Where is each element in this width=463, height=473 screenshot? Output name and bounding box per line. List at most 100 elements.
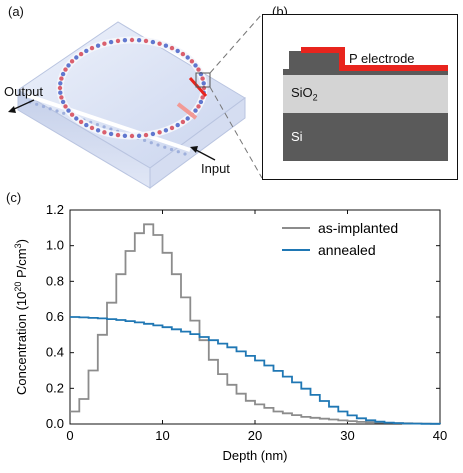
bus-mode-lobe xyxy=(102,125,106,129)
panel-c-label: (c) xyxy=(6,190,22,205)
ring-mode-lobe xyxy=(60,99,66,105)
ring-mode-lobe xyxy=(74,116,79,121)
ring-mode-lobe xyxy=(185,116,190,121)
x-axis-label: Depth (nm) xyxy=(222,448,287,463)
ring-mode-lobe xyxy=(108,39,114,45)
output-label: Output xyxy=(4,84,44,99)
x-tick-label: 10 xyxy=(155,428,169,443)
ring-mode-lobe xyxy=(189,59,195,64)
bus-mode-lobe xyxy=(163,145,167,149)
ring-mode-lobe xyxy=(163,43,169,48)
ring-mode-pattern xyxy=(57,37,207,139)
ring-mode-lobe xyxy=(59,76,64,81)
input-label: Input xyxy=(201,161,230,176)
ring-mode-lobe xyxy=(108,131,114,137)
bus-mode-lobe xyxy=(95,123,99,127)
series-line-as-implanted xyxy=(70,223,440,425)
ring-mode-lobe xyxy=(74,55,79,60)
bus-mode-lobe xyxy=(109,127,113,131)
ring-mode-lobe xyxy=(122,133,128,138)
ring-mode-lobe xyxy=(102,41,107,46)
bus-mode-lobe xyxy=(35,102,39,106)
ring-mode-lobe xyxy=(196,67,201,72)
chip-side-face xyxy=(149,97,246,189)
p-electrode-label: P electrode xyxy=(349,51,415,66)
y-tick-label: 0.2 xyxy=(46,380,64,395)
ring-mode-lobe xyxy=(200,95,205,100)
x-tick-label: 20 xyxy=(248,428,262,443)
ring-mode-lobe xyxy=(59,95,64,100)
x-tick-label: 40 xyxy=(433,428,447,443)
ring-mode-lobe xyxy=(169,45,175,51)
ring-mode-lobe xyxy=(89,45,95,51)
ring-mode-lobe xyxy=(129,37,135,43)
ring-mode-lobe xyxy=(193,108,198,113)
panel-a-label: (a) xyxy=(8,4,24,19)
ring-mode-lobe xyxy=(66,108,71,113)
ring-mode-lobe xyxy=(136,38,142,43)
bus-mode-lobe xyxy=(62,111,66,115)
bus-mode-lobe xyxy=(183,152,187,156)
zoom-lines xyxy=(209,13,263,179)
si-label: Si xyxy=(291,129,303,144)
legend-label-annealed: annealed xyxy=(318,242,376,258)
ring-mode-lobe xyxy=(175,122,180,128)
ring-mode-lobe xyxy=(163,128,169,133)
legend-label-as-implanted: as-implanted xyxy=(318,220,398,236)
sio2-layer xyxy=(283,75,448,113)
ring-mode-lobe xyxy=(63,67,68,72)
bus-mode-lobe xyxy=(143,138,147,142)
y-tick-label: 1.2 xyxy=(46,202,64,217)
bus-mode-pattern xyxy=(28,100,187,156)
ring-mode-lobe xyxy=(115,132,121,138)
ring-mode-lobe xyxy=(63,104,68,109)
y-tick-label: 0.8 xyxy=(46,273,64,288)
ring-mode-lobe xyxy=(115,38,121,44)
ring-mode-lobe xyxy=(150,131,156,137)
output-arrow-line xyxy=(11,99,35,111)
ring-mode-lobe xyxy=(193,63,198,68)
ring-mode-lobe xyxy=(196,104,201,109)
ring-mode-lobe xyxy=(150,39,156,45)
bus-mode-lobe xyxy=(156,143,160,147)
x-tick-label: 30 xyxy=(340,428,354,443)
ring-mode-lobe xyxy=(95,43,101,48)
zoom-box xyxy=(195,72,211,88)
y-tick-label: 0.6 xyxy=(46,309,64,324)
sio2-label: SiO2 xyxy=(291,85,318,103)
ring-mode-lobe xyxy=(169,125,175,131)
ring-mode-lobe xyxy=(200,76,205,81)
ring-mode-lobe xyxy=(84,48,89,54)
bus-waveguide xyxy=(25,93,191,152)
ring-mode-lobe xyxy=(69,112,75,117)
y-tick-label: 0.4 xyxy=(46,345,64,360)
ring-resonator-illustration xyxy=(8,21,246,189)
ring-mode-lobe xyxy=(198,99,204,105)
ring-mode-lobe xyxy=(69,59,75,64)
ring-mode-lobe xyxy=(143,38,149,44)
series-line-annealed xyxy=(70,316,441,425)
p-electrode xyxy=(301,47,448,71)
bus-mode-lobe xyxy=(169,147,174,152)
ring-mode-lobe xyxy=(58,90,63,95)
ring-mode-lobe xyxy=(122,38,128,43)
ring-mode-lobe xyxy=(84,122,89,128)
si-substrate xyxy=(283,113,448,161)
plot-frame xyxy=(69,209,441,425)
ring-mode-lobe xyxy=(102,130,107,135)
y-axis-label: Concentration (1020 P/cm3) xyxy=(13,239,29,395)
concentration-chart: 0 10 20 30 40 0.0 0.2 0.4 0.6 0.8 1.0 1.2 Depth (nm)… xyxy=(13,202,447,463)
ring-mode-lobe xyxy=(157,41,162,46)
bus-mode-lobe xyxy=(55,109,59,113)
ring-mode-lobe xyxy=(66,63,71,68)
cross-section-diagram xyxy=(283,47,448,161)
y-tick-label: 0.0 xyxy=(46,416,64,431)
ring-mode-lobe xyxy=(78,119,84,125)
x-tick-label: 0 xyxy=(66,428,73,443)
y-tick-label: 1.0 xyxy=(46,238,64,253)
bus-mode-lobe xyxy=(41,104,46,109)
ring-mode-lobe xyxy=(78,51,84,57)
ring-mode-lobe xyxy=(57,85,63,91)
ring-mode-lobe xyxy=(143,132,149,138)
cross-section-frame: P electrode SiO2 Si xyxy=(262,14,458,180)
